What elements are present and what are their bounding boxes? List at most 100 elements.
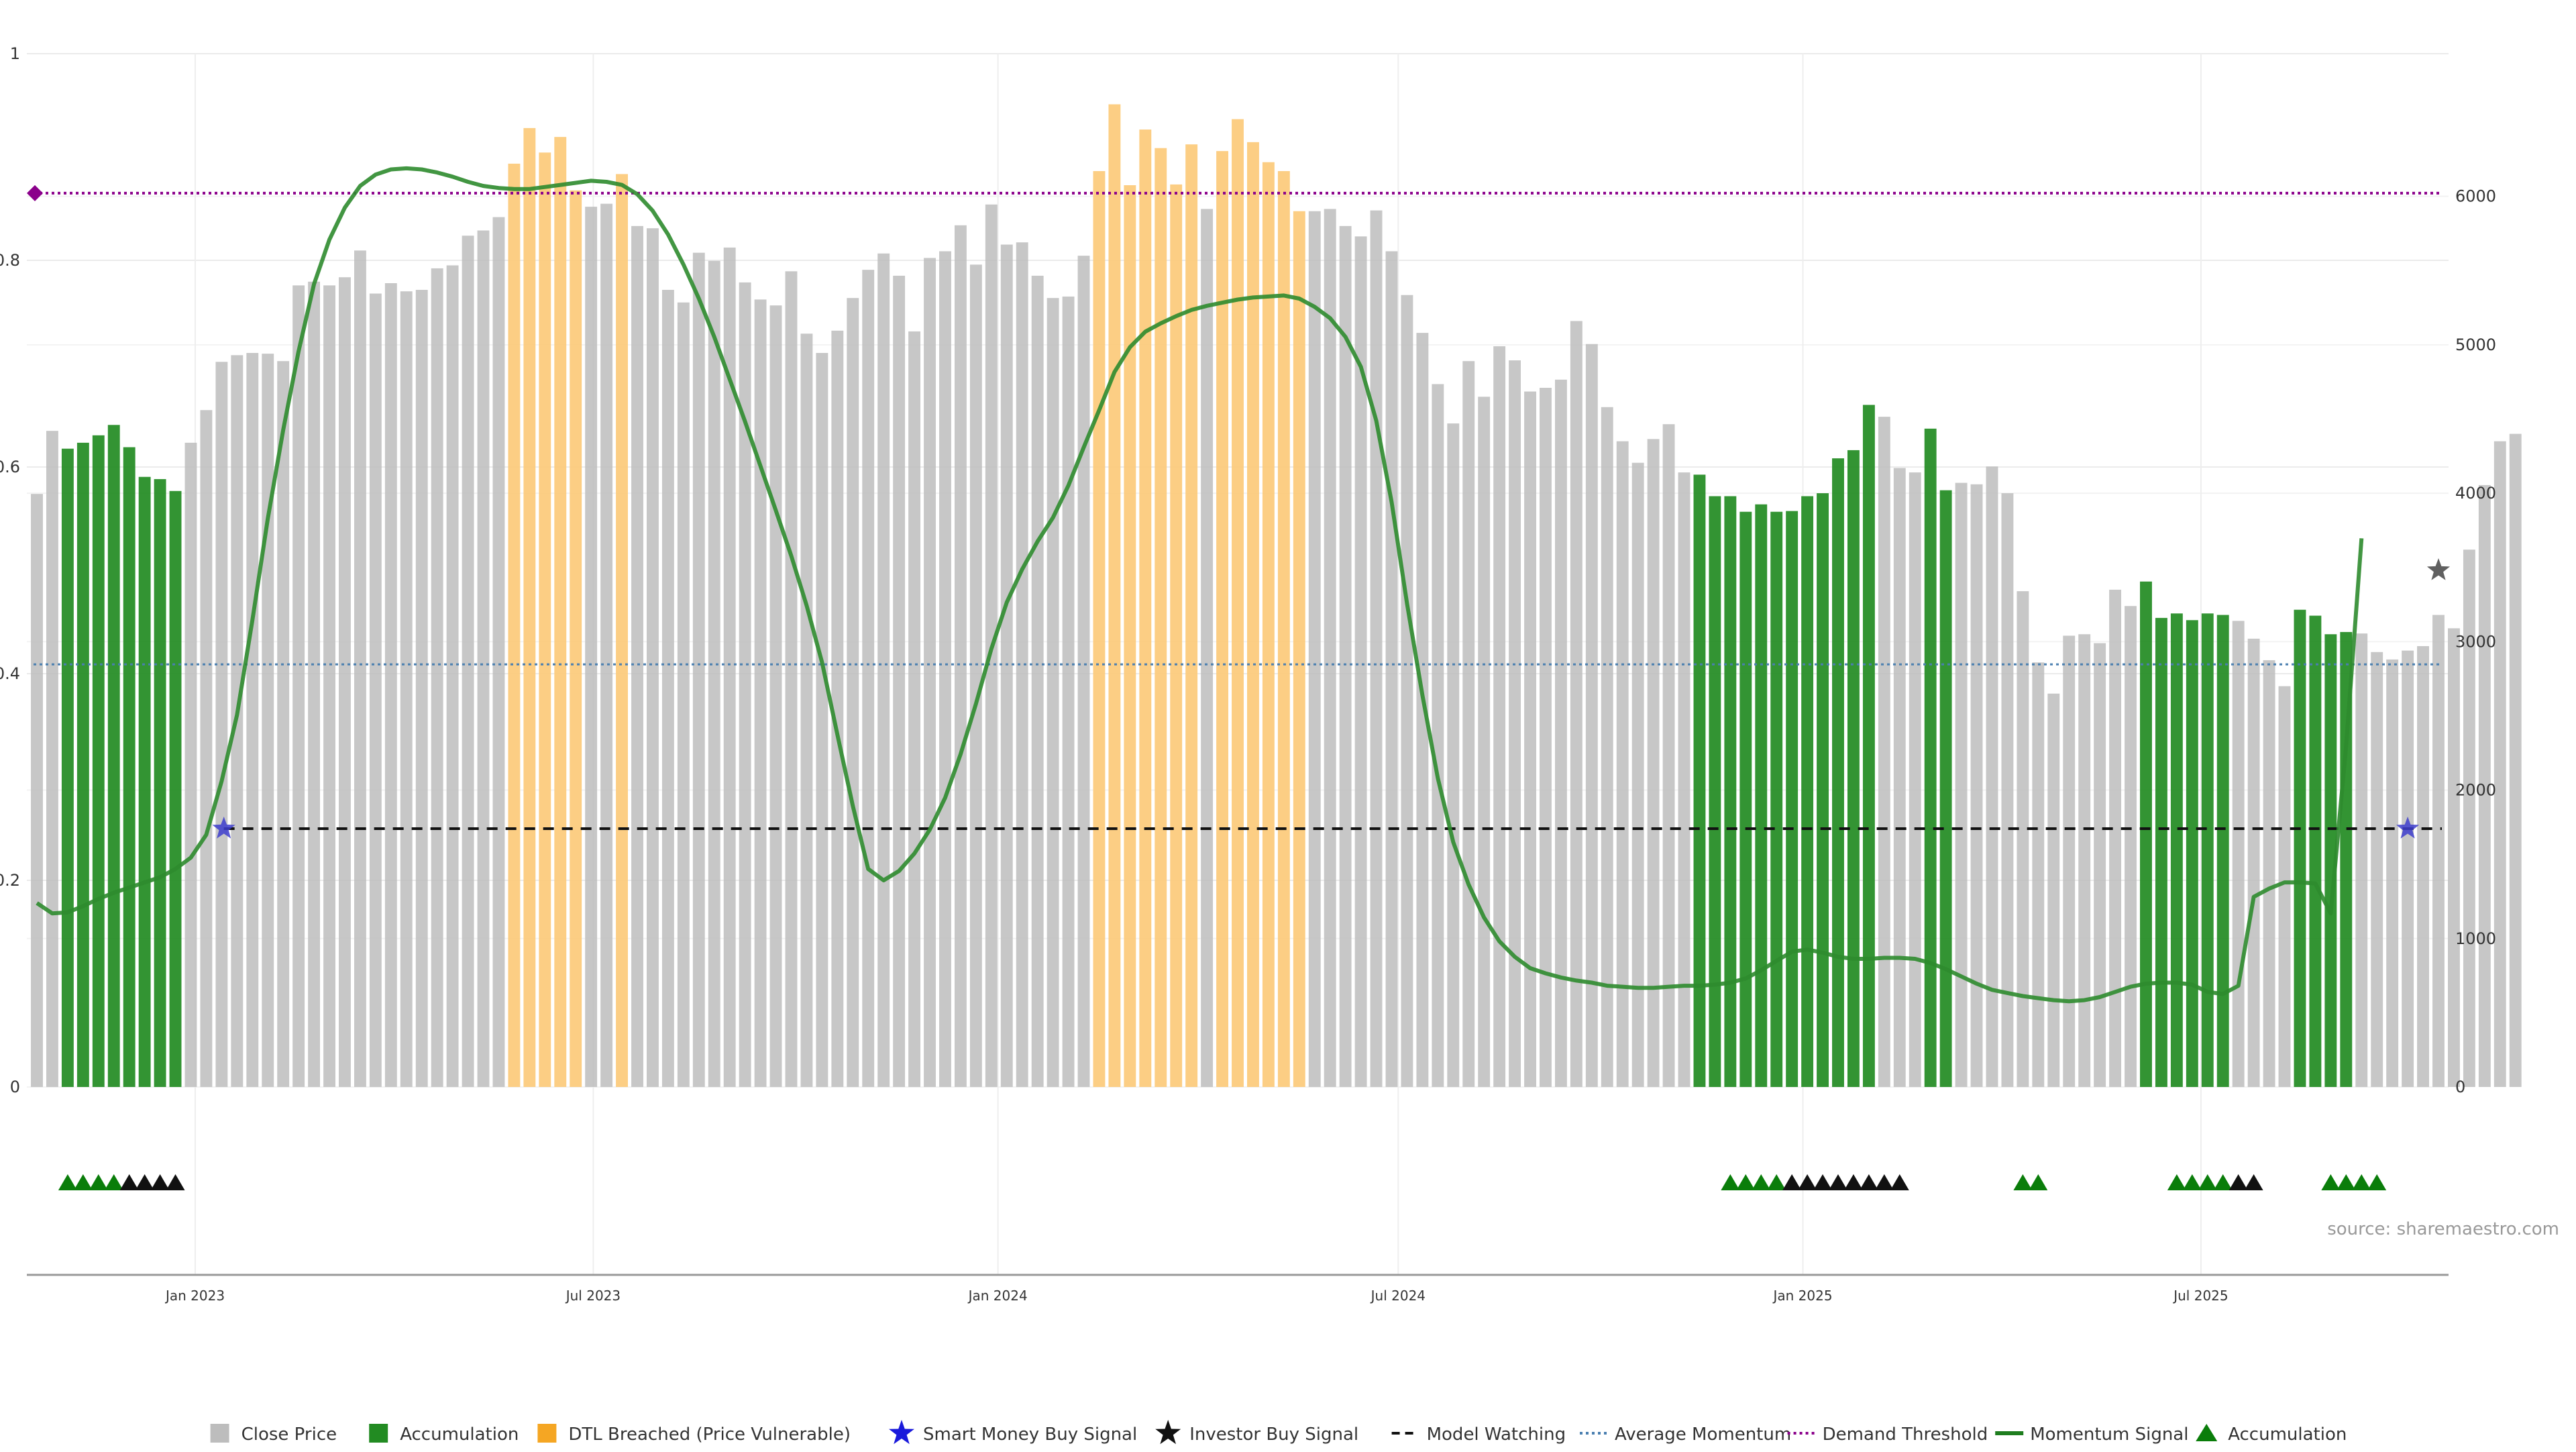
price-bar bbox=[1847, 450, 1860, 1087]
x-axis-tick-label: Jan 2023 bbox=[164, 1288, 225, 1304]
price-bar bbox=[646, 228, 659, 1087]
price-bar bbox=[2140, 581, 2152, 1087]
accumulation-triangle-green bbox=[2367, 1174, 2387, 1190]
price-bar bbox=[2355, 633, 2368, 1087]
price-bar bbox=[1662, 424, 1675, 1087]
price-bar bbox=[1185, 144, 1198, 1088]
price-bar bbox=[477, 230, 490, 1087]
legend-label: DTL Breached (Price Vulnerable) bbox=[568, 1424, 851, 1445]
accumulation-triangle-green bbox=[1767, 1174, 1786, 1190]
price-bar bbox=[893, 275, 906, 1088]
price-bar bbox=[123, 447, 136, 1087]
price-bar bbox=[908, 331, 921, 1087]
price-bar bbox=[847, 298, 859, 1088]
price-bar bbox=[969, 264, 982, 1088]
price-bar bbox=[1124, 185, 1136, 1087]
price-bar bbox=[2186, 620, 2198, 1087]
price-bar bbox=[1293, 211, 1305, 1087]
legend-label: Accumulation bbox=[400, 1424, 519, 1445]
price-bar bbox=[600, 203, 613, 1087]
accumulation-triangle-green bbox=[2352, 1174, 2371, 1190]
price-bar bbox=[2125, 606, 2137, 1087]
price-bar bbox=[1786, 511, 1799, 1087]
right-axis-tick-label: 0 bbox=[2455, 1078, 2465, 1096]
investor-signal-star bbox=[2426, 558, 2451, 580]
price-bar bbox=[462, 236, 474, 1087]
legend-swatch-square bbox=[369, 1424, 388, 1443]
x-axis-tick-label: Jul 2024 bbox=[1370, 1288, 1426, 1304]
right-axis-tick-label: 1000 bbox=[2455, 929, 2496, 948]
price-bar bbox=[1432, 384, 1444, 1087]
price-bar bbox=[570, 190, 582, 1087]
legend-swatch-star bbox=[1155, 1420, 1181, 1445]
price-bar bbox=[492, 217, 505, 1087]
price-bar bbox=[769, 305, 782, 1087]
legend-label: Average Momentum bbox=[1615, 1424, 1791, 1445]
price-bar bbox=[2478, 484, 2491, 1087]
accumulation-triangle-black bbox=[1829, 1174, 1847, 1190]
price-bar bbox=[138, 476, 151, 1087]
price-bar bbox=[246, 353, 259, 1087]
price-bar bbox=[76, 442, 89, 1087]
price-bar bbox=[1277, 170, 1290, 1087]
price-bar bbox=[2094, 643, 2106, 1087]
price-bar bbox=[1170, 184, 1183, 1088]
left-axis-tick-label: 0.8 bbox=[0, 251, 20, 270]
price-bar bbox=[1401, 295, 1413, 1088]
accumulation-triangle-green bbox=[1736, 1174, 1756, 1190]
price-bar bbox=[1678, 472, 1690, 1087]
accumulation-triangle-black bbox=[150, 1174, 170, 1190]
left-axis-tick-label: 0.2 bbox=[0, 871, 20, 890]
price-bar bbox=[61, 448, 74, 1087]
price-bar bbox=[1709, 496, 1721, 1087]
price-bar bbox=[1724, 496, 1737, 1087]
axes: 0 0.2 0.4 0.6 0.8 1 0 1000 2000 3000 4000 5000 6000 J… bbox=[0, 44, 2496, 1304]
price-bar bbox=[1647, 439, 1660, 1087]
price-bar bbox=[2324, 634, 2337, 1087]
price-bar bbox=[1509, 360, 1521, 1087]
price-bar bbox=[708, 260, 720, 1087]
price-bar bbox=[354, 250, 366, 1088]
price-bar bbox=[1817, 493, 1829, 1087]
price-bar bbox=[1540, 387, 1552, 1087]
accumulation-triangle-green bbox=[2013, 1174, 2033, 1190]
price-bar bbox=[1739, 511, 1752, 1087]
right-axis-tick-label: 5000 bbox=[2455, 335, 2496, 354]
price-bar bbox=[1339, 225, 1352, 1087]
price-bar bbox=[1000, 244, 1013, 1087]
price-bar bbox=[2063, 635, 2076, 1087]
price-bar bbox=[2047, 693, 2060, 1087]
price-bar bbox=[616, 174, 629, 1087]
source-label: source: sharemaestro.com bbox=[2327, 1219, 2559, 1239]
price-bar bbox=[215, 362, 228, 1088]
price-bar bbox=[508, 163, 521, 1087]
price-bar bbox=[431, 268, 443, 1087]
accumulation-triangle-green bbox=[1721, 1174, 1740, 1190]
price-bar bbox=[2001, 493, 2014, 1087]
right-axis-tick-label: 6000 bbox=[2455, 187, 2496, 206]
price-bar bbox=[1693, 474, 1706, 1087]
accumulation-triangle-black bbox=[1813, 1174, 1833, 1190]
smart-money-signal-star bbox=[2396, 817, 2420, 839]
left-axis-tick-label: 0.6 bbox=[0, 458, 20, 476]
price-bar bbox=[1139, 129, 1152, 1088]
price-bar bbox=[2017, 591, 2029, 1087]
accumulation-markers bbox=[58, 1174, 2387, 1190]
price-bar bbox=[2509, 433, 2522, 1087]
accumulation-triangle-black bbox=[166, 1174, 185, 1190]
price-bar bbox=[2371, 652, 2383, 1087]
price-bar bbox=[446, 265, 459, 1087]
price-bar bbox=[2463, 550, 2475, 1087]
x-axis-tick-label: Jan 2025 bbox=[1772, 1288, 1832, 1304]
price-bar bbox=[800, 333, 813, 1088]
left-axis-tick-label: 0 bbox=[10, 1078, 20, 1096]
accumulation-triangle-black bbox=[135, 1174, 154, 1190]
price-bar bbox=[1324, 209, 1336, 1087]
accumulation-triangle-green bbox=[2213, 1174, 2233, 1190]
right-axis-tick-label: 3000 bbox=[2455, 632, 2496, 651]
price-bar bbox=[523, 127, 536, 1087]
price-bar bbox=[754, 299, 767, 1088]
price-bar bbox=[2493, 441, 2506, 1087]
accumulation-triangle-green bbox=[2198, 1174, 2217, 1190]
